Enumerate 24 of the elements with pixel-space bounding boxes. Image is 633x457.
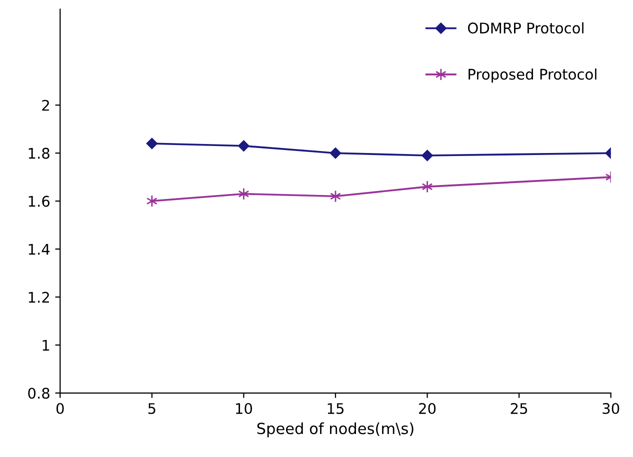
- y-tick-label: 1.4: [28, 244, 50, 255]
- x-tick-label: 25: [510, 403, 528, 414]
- point: [330, 147, 342, 159]
- point: [146, 138, 158, 150]
- point: [238, 188, 250, 200]
- x-axis-title: Speed of nodes(m\s): [257, 422, 414, 438]
- point: [422, 150, 433, 162]
- y-tick-label: 2: [42, 100, 49, 111]
- point: [146, 194, 158, 208]
- x-tick-label: 20: [419, 403, 436, 414]
- point: [422, 180, 433, 193]
- y-tick-label: 1.6: [28, 196, 50, 207]
- legend-label: ODMRP Protocol: [468, 22, 584, 34]
- y-tick-label: 1.8: [28, 148, 50, 159]
- x-tick-label: 30: [602, 403, 620, 414]
- legend-label: Proposed Protocol: [468, 68, 596, 83]
- point: [238, 140, 250, 152]
- x-tick-label: 10: [236, 403, 252, 414]
- x-tick-label: 5: [148, 403, 156, 414]
- y-tick-label: 1.2: [28, 292, 49, 303]
- x-tick-label: 15: [328, 403, 344, 414]
- y-tick-label: 0.8: [28, 388, 50, 399]
- y-tick-label: 1: [42, 340, 50, 351]
- x-tick-label: 0: [56, 403, 64, 414]
